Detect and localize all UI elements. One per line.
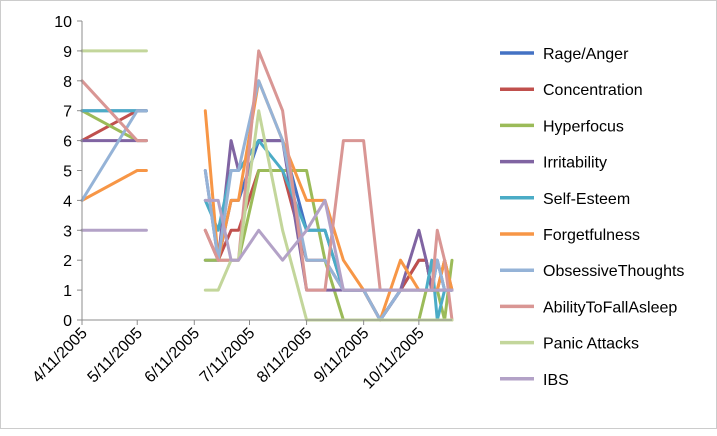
series-line: [80, 169, 148, 202]
legend-label: Forgetfulness: [543, 227, 640, 244]
legend-label: Irritability: [543, 155, 607, 172]
legend-label: ObsessiveThoughts: [543, 263, 684, 280]
series-line: [203, 198, 454, 292]
legend-label: Rage/Anger: [543, 46, 629, 63]
y-tick-label: 1: [63, 283, 72, 300]
legend-label: IBS: [543, 372, 569, 389]
y-tick-label: 8: [63, 74, 72, 91]
series-line: [80, 79, 148, 143]
legend-label: AbilityToFallAsleep: [543, 299, 677, 316]
series-line: [80, 109, 148, 202]
legend-label: Concentration: [543, 82, 643, 99]
y-tick-label: 9: [63, 44, 72, 61]
legend-label: Panic Attacks: [543, 336, 639, 353]
legend-label: Hyperfocus: [543, 118, 624, 135]
series-ibs: [80, 198, 454, 292]
legend-label: Self-Esteem: [543, 191, 630, 208]
y-tick-label: 3: [63, 223, 72, 240]
y-tick-label: 7: [63, 104, 72, 121]
y-tick-label: 6: [63, 134, 72, 151]
y-tick-label: 5: [63, 164, 72, 181]
y-tick-label: 10: [54, 14, 72, 31]
y-tick-label: 4: [63, 193, 72, 210]
y-tick-label: 0: [63, 313, 72, 330]
y-tick-label: 2: [63, 253, 72, 270]
